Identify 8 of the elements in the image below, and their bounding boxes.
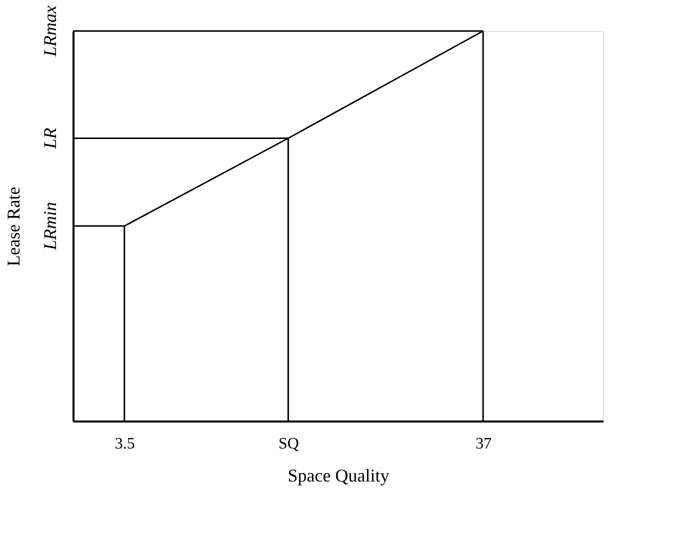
- y-axis-title: Lease Rate: [4, 186, 24, 266]
- x-tick-label: 3.5: [114, 436, 135, 452]
- x-tick-label: SQ: [278, 436, 300, 452]
- text: LRmin: [40, 202, 60, 252]
- text: LRmax: [40, 5, 60, 58]
- x-tick-label: 37: [476, 436, 492, 452]
- x-axis-title: Space Quality: [288, 466, 390, 486]
- text: LR: [40, 128, 60, 150]
